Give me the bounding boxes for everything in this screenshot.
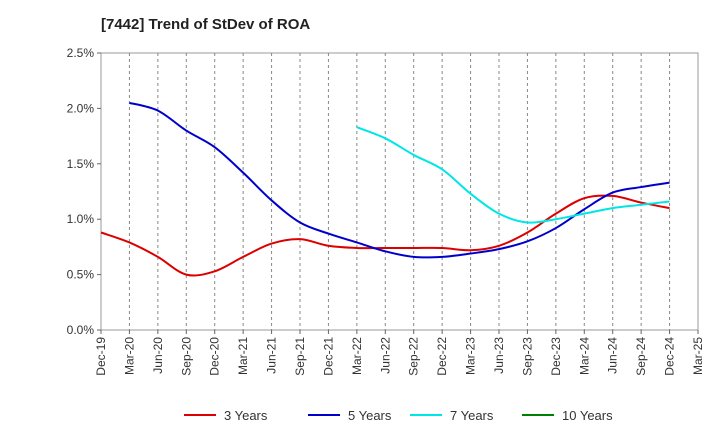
x-tick-label: Dec-21	[321, 337, 335, 376]
x-tick-label: Mar-24	[577, 337, 591, 375]
series-line-5-years	[129, 101, 670, 259]
x-tick-label: Dec-24	[663, 337, 677, 376]
plot-area	[100, 52, 699, 331]
legend-label-5-years: 5 Years	[348, 408, 392, 423]
x-tick-label: Mar-25	[691, 337, 705, 375]
x-tick-label: Dec-19	[94, 337, 108, 376]
x-tick-label: Dec-22	[435, 337, 449, 376]
x-axis: Dec-19 Mar-20 Jun-20 Sep-20 Dec-20 Mar-21 Jun-…	[94, 330, 705, 376]
x-tick-label: Mar-21	[236, 337, 250, 375]
y-tick-label: 0.0%	[67, 323, 95, 337]
legend-label-7-years: 7 Years	[450, 408, 494, 423]
y-tick-label: 0.5%	[67, 268, 95, 282]
x-tick-label: Sep-21	[293, 337, 307, 376]
legend: 3 Years 5 Years 7 Years 10 Years	[184, 408, 613, 423]
y-tick-label: 1.0%	[67, 212, 95, 226]
legend-label-3-years: 3 Years	[224, 408, 268, 423]
x-tick-label: Jun-21	[265, 337, 279, 374]
y-axis: 0.0% 0.5% 1.0% 1.5% 2.0% 2.5%	[67, 46, 101, 337]
x-tick-label: Jun-23	[492, 337, 506, 374]
series-line-7-years	[356, 126, 670, 224]
legend-label-10-years: 10 Years	[562, 408, 613, 423]
y-tick-label: 2.5%	[67, 46, 95, 60]
grid-lines	[128, 53, 671, 330]
x-tick-label: Jun-20	[151, 337, 165, 374]
x-tick-label: Mar-23	[464, 337, 478, 375]
x-tick-label: Mar-22	[350, 337, 364, 375]
y-tick-label: 2.0%	[67, 101, 95, 115]
series-lines	[100, 101, 670, 277]
x-tick-label: Mar-20	[122, 337, 136, 375]
x-tick-label: Sep-24	[634, 337, 648, 376]
x-tick-label: Sep-20	[179, 337, 193, 376]
x-tick-label: Dec-20	[208, 337, 222, 376]
x-tick-label: Jun-22	[378, 337, 392, 374]
y-tick-label: 1.5%	[67, 157, 95, 171]
chart-title: [7442] Trend of StDev of ROA	[101, 16, 310, 33]
x-tick-label: Sep-22	[407, 337, 421, 376]
series-line-3-years	[100, 194, 670, 277]
x-tick-label: Jun-24	[606, 337, 620, 374]
x-tick-label: Sep-23	[520, 337, 534, 376]
x-tick-label: Dec-23	[549, 337, 563, 376]
